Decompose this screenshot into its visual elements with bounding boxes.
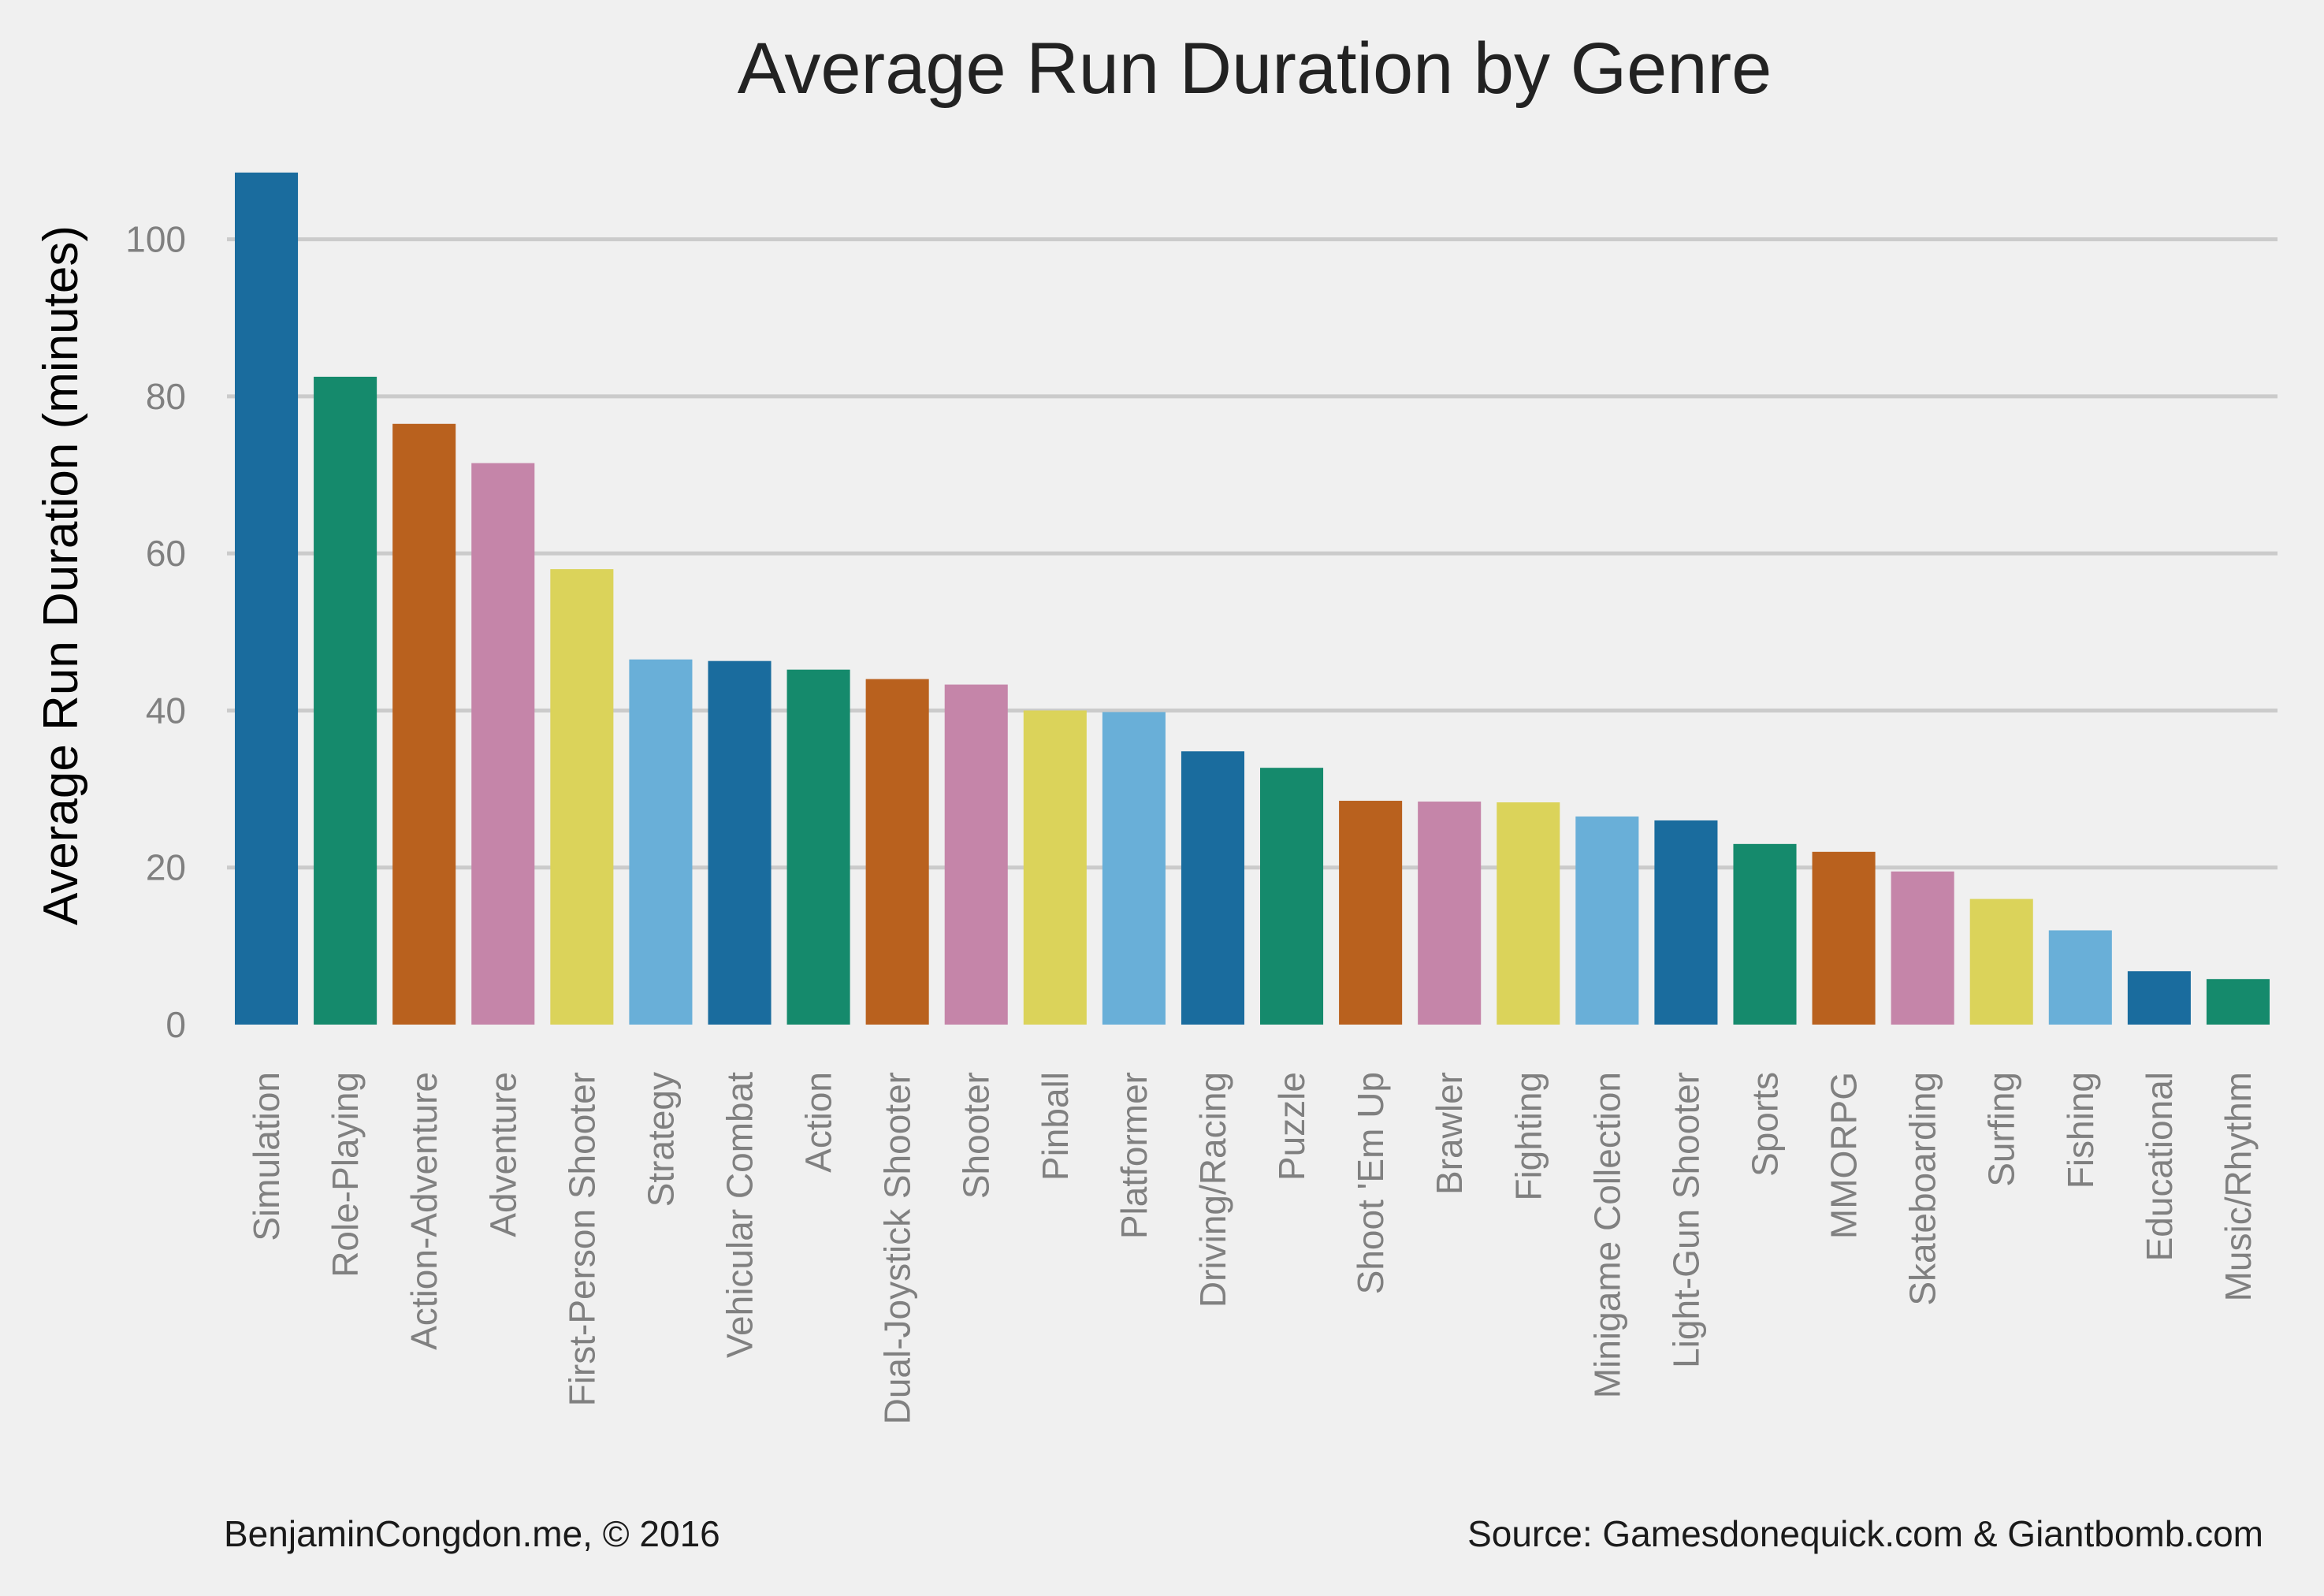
y-tick-label: 0: [165, 1004, 186, 1045]
x-tick-label: Fishing: [2060, 1072, 2101, 1189]
bar: [1812, 851, 1876, 1025]
x-tick-label: Music/Rhythm: [2218, 1072, 2259, 1301]
x-tick-label: First-Person Shooter: [561, 1072, 602, 1406]
bars: [235, 172, 2270, 1025]
x-tick-label: Vehicular Combat: [720, 1072, 760, 1358]
x-tick-label: Fighting: [1508, 1072, 1549, 1201]
bar: [1260, 768, 1324, 1025]
x-tick-label: Shoot 'Em Up: [1350, 1072, 1391, 1294]
x-tick-label: Shooter: [956, 1072, 997, 1199]
x-tick-label: Action-Adventure: [403, 1072, 444, 1350]
bar: [550, 569, 614, 1025]
x-tick-label: Skateboarding: [1902, 1072, 1943, 1306]
bar: [235, 172, 299, 1025]
bar: [314, 377, 377, 1025]
x-tick-label: Role-Playing: [325, 1072, 366, 1278]
bar: [2048, 930, 2112, 1025]
bar: [2206, 979, 2270, 1025]
x-tick-label: Minigame Collection: [1586, 1072, 1627, 1398]
x-tick-label: Simulation: [246, 1072, 287, 1241]
bar: [1969, 898, 2033, 1025]
y-tick-label: 60: [146, 533, 186, 574]
bar: [471, 463, 535, 1025]
bar: [629, 659, 693, 1025]
bar: [1339, 801, 1403, 1025]
bar: [1418, 802, 1482, 1025]
x-tick-label: Adventure: [482, 1072, 523, 1237]
x-tick-label: Dual-Joystick Shooter: [877, 1072, 918, 1424]
x-tick-label: Strategy: [640, 1072, 681, 1207]
bar: [708, 660, 772, 1025]
x-tick-label: MMORPG: [1824, 1072, 1865, 1239]
bar: [1102, 712, 1166, 1025]
x-tick-label: Pinball: [1035, 1072, 1076, 1181]
x-tick-label: Puzzle: [1271, 1072, 1312, 1181]
x-tick-label: Light-Gun Shooter: [1665, 1072, 1706, 1368]
bar: [1181, 751, 1244, 1025]
bar: [865, 679, 929, 1025]
footer-source: Source: Gamesdonequick.com & Giantbomb.c…: [1467, 1513, 2263, 1554]
y-tick-label: 40: [146, 690, 186, 731]
x-tick-label: Brawler: [1429, 1072, 1470, 1195]
bar: [392, 423, 456, 1025]
x-tick-label: Platformer: [1114, 1072, 1155, 1239]
y-axis-ticks: 0 20 40 60 80 100: [125, 219, 186, 1045]
bar: [1575, 816, 1639, 1025]
bar: [1891, 871, 1954, 1025]
chart-title: Average Run Duration by Genre: [738, 28, 1772, 109]
y-axis-label: Average Run Duration (minutes): [34, 225, 88, 925]
footer-credit: BenjaminCongdon.me, © 2016: [224, 1513, 720, 1554]
bar: [1497, 802, 1560, 1025]
x-tick-label: Educational: [2139, 1072, 2180, 1261]
bar: [1733, 843, 1797, 1025]
x-tick-label: Driving/Racing: [1192, 1072, 1233, 1308]
bar: [2127, 971, 2191, 1025]
x-tick-label: Action: [798, 1072, 839, 1173]
bar: [1023, 710, 1087, 1025]
x-axis-ticks: Simulation Role-Playing Action-Adventure Ad…: [246, 1072, 2259, 1425]
y-tick-label: 100: [125, 219, 186, 260]
x-tick-label: Surfing: [1981, 1072, 2022, 1187]
y-tick-label: 20: [146, 847, 186, 888]
bar: [1654, 820, 1718, 1025]
x-tick-label: Sports: [1745, 1072, 1786, 1177]
bar: [786, 669, 850, 1025]
y-tick-label: 80: [146, 376, 186, 417]
bar: [944, 684, 1008, 1025]
